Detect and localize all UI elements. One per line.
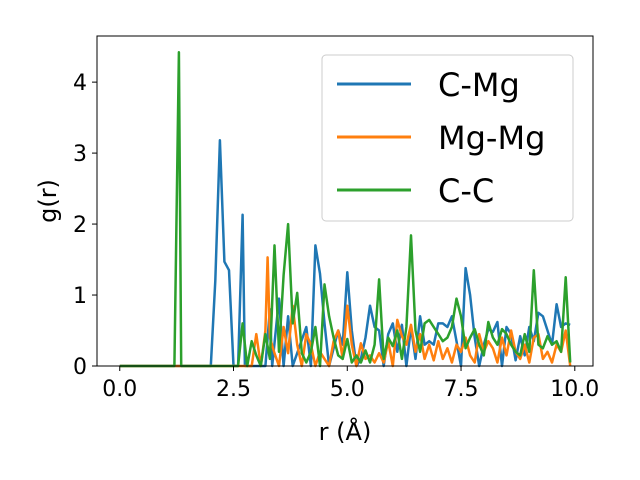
- y-axis-ticks: 0 1 2 3 4: [73, 71, 97, 380]
- series-line-c-c: [119, 51, 572, 368]
- y-tick-label: 1: [73, 284, 87, 309]
- y-axis-label: g(r): [34, 179, 62, 223]
- x-tick-label: 0.0: [102, 377, 137, 402]
- legend-label-mg-mg: Mg-Mg: [438, 119, 545, 157]
- x-axis-label: r (Å): [319, 417, 372, 446]
- x-tick-label: 7.5: [444, 377, 479, 402]
- y-tick-label: 3: [73, 142, 87, 167]
- legend-box: [321, 54, 574, 222]
- x-axis-ticks: 0.0 2.5 5.0 7.5 10.0: [102, 366, 599, 402]
- series-layer: [119, 51, 572, 368]
- legend-label-c-c: C-C: [438, 172, 494, 210]
- x-tick-label: 10.0: [550, 377, 599, 402]
- y-tick-label: 0: [73, 355, 87, 380]
- x-tick-label: 5.0: [330, 377, 365, 402]
- legend: C-Mg Mg-Mg C-C: [321, 54, 574, 222]
- legend-label-c-mg: C-Mg: [438, 66, 520, 104]
- y-tick-label: 4: [73, 71, 87, 96]
- y-tick-label: 2: [73, 213, 87, 238]
- x-tick-label: 2.5: [216, 377, 251, 402]
- axes-frame: [96, 35, 594, 367]
